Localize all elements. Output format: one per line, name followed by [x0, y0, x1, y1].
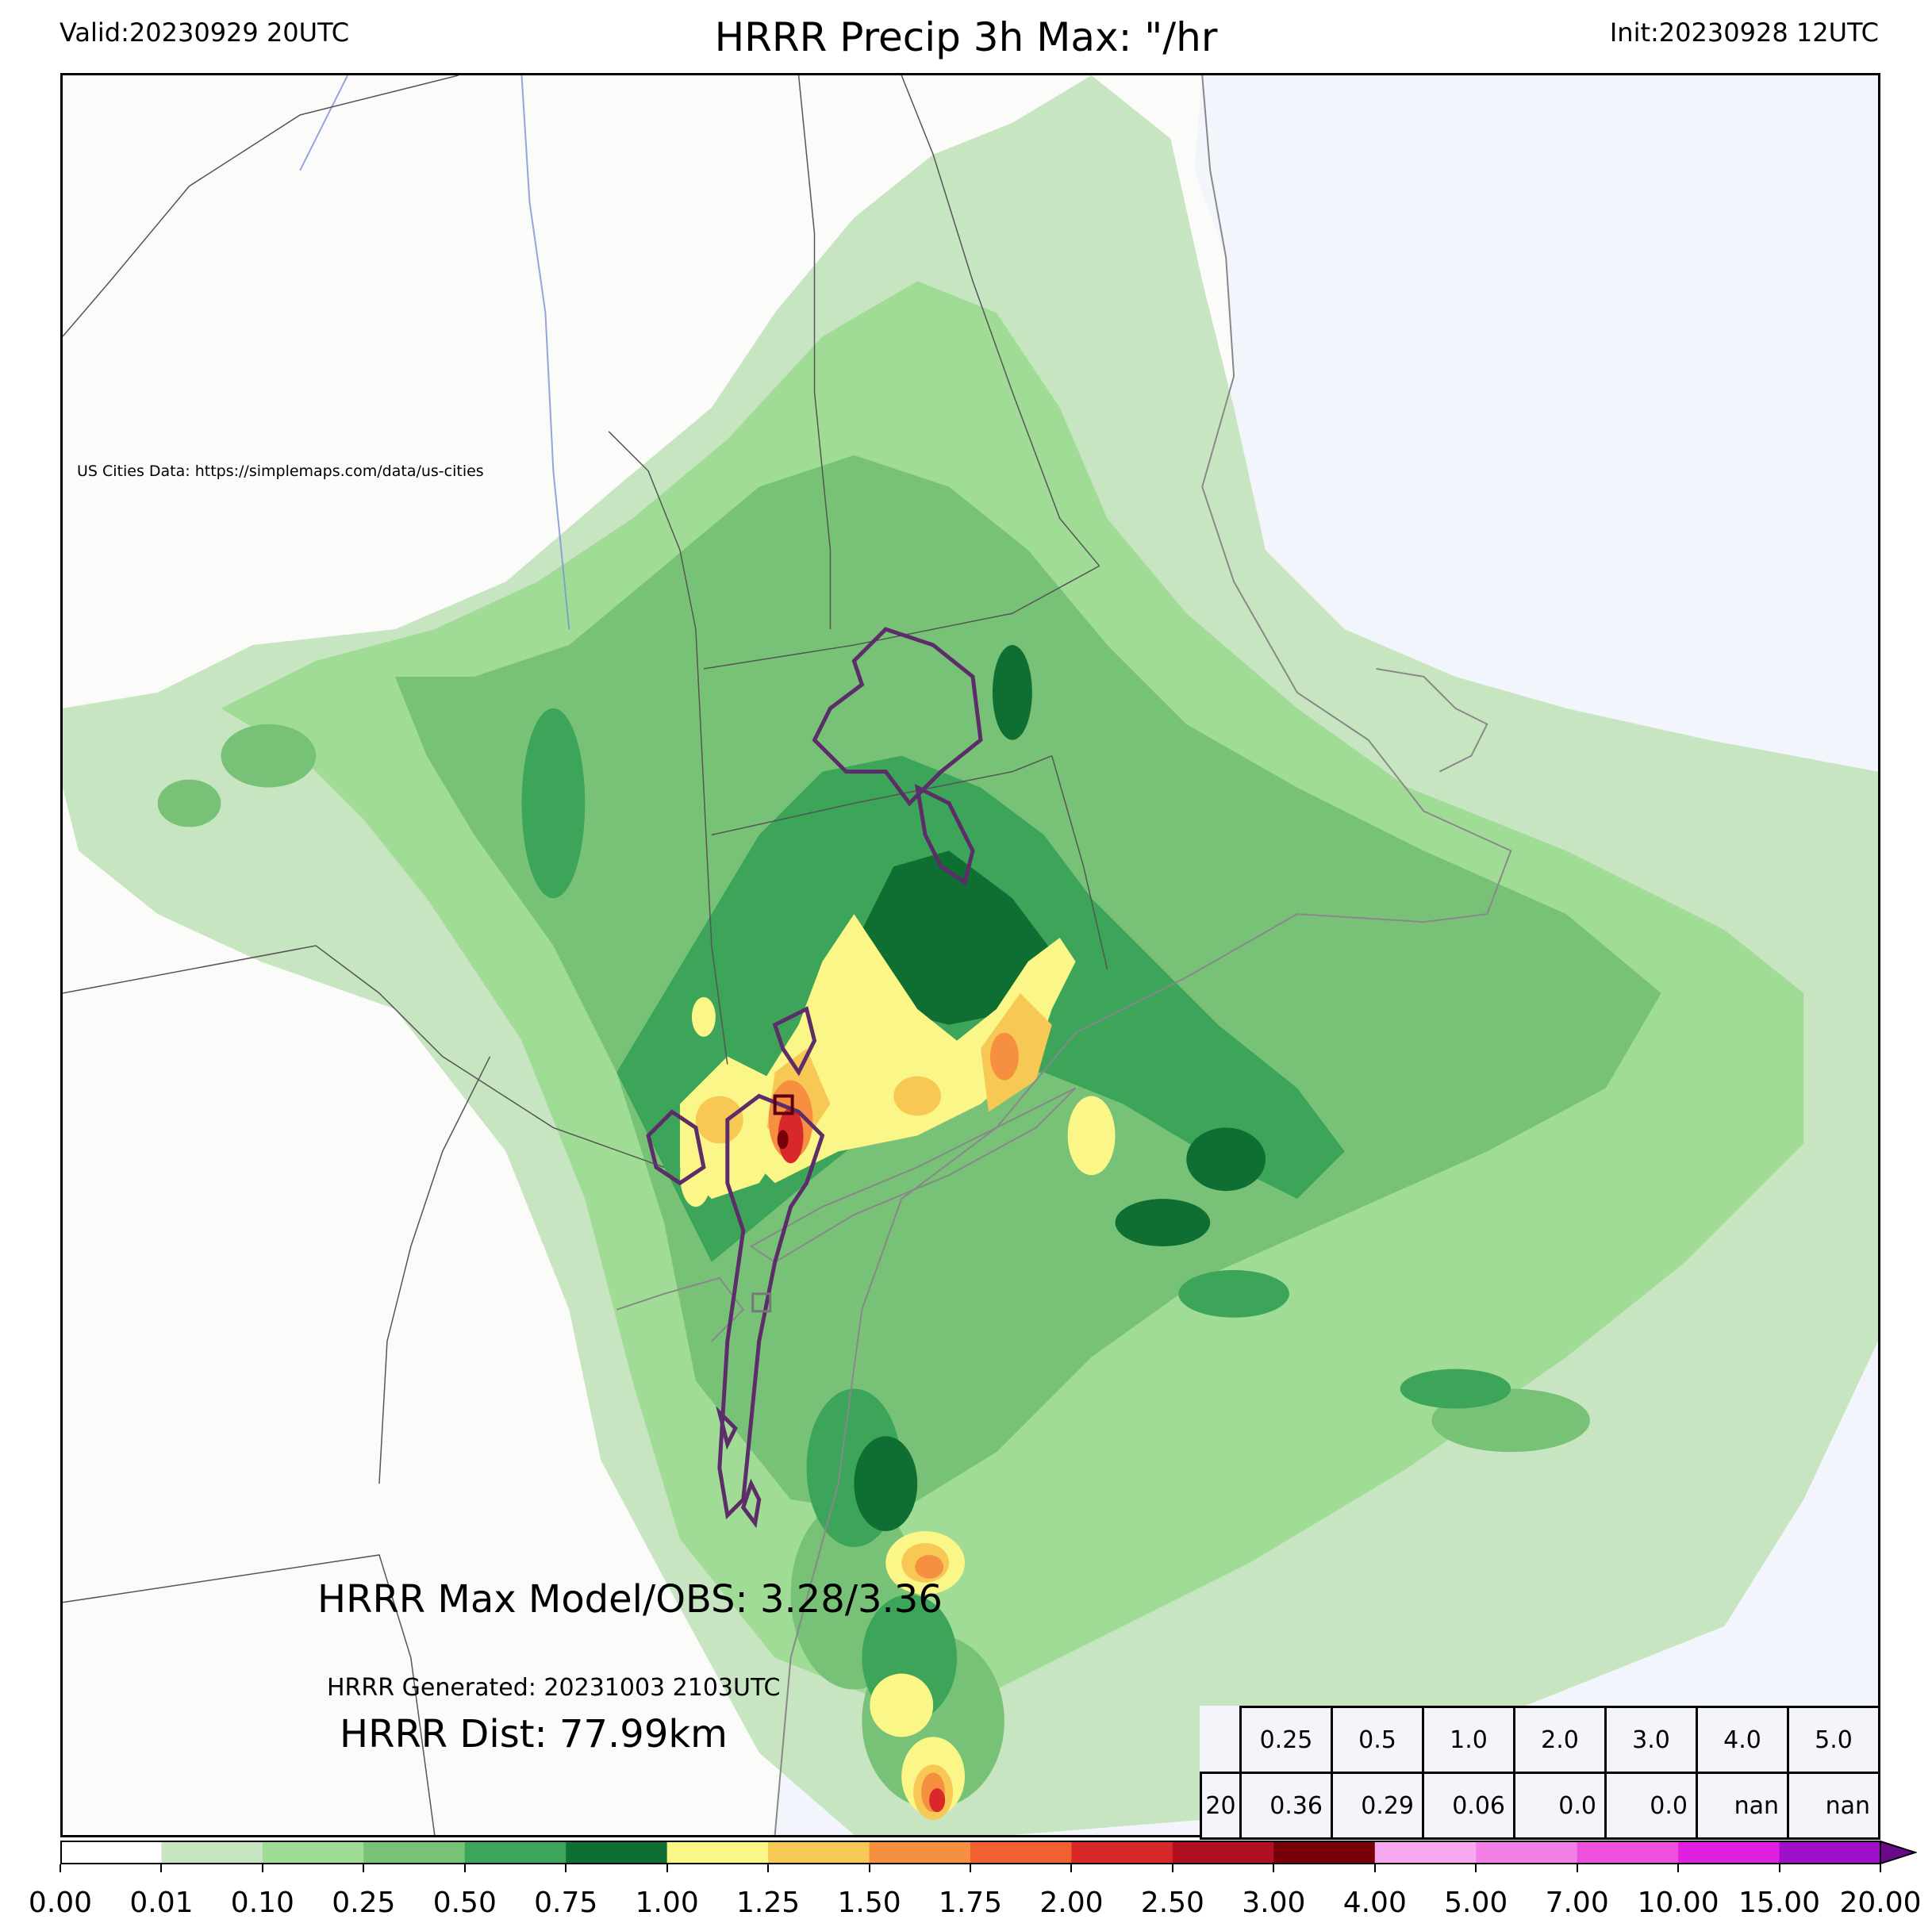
colorbar-tick-mark	[767, 1864, 770, 1872]
max-model-obs-label: HRRR Max Model/OBS: 3.28/3.36	[317, 1577, 943, 1622]
generated-time-label: HRRR Generated: 20231003 2103UTC	[327, 1674, 781, 1702]
colorbar-tick-mark	[60, 1864, 61, 1872]
threshold-value: 0.36	[1239, 1772, 1333, 1840]
threshold-header: 0.25	[1239, 1706, 1333, 1774]
map-canvas	[63, 75, 1878, 1835]
threshold-value: 0.0	[1513, 1772, 1607, 1840]
precip-field-200	[778, 1108, 946, 1813]
colorbar-tick-mark	[463, 1864, 466, 1872]
model-max-marker	[751, 1292, 772, 1313]
threshold-value: nan	[1696, 1772, 1789, 1840]
colorbar-segment	[1476, 1841, 1578, 1864]
colorbar-tick-label: 1.75	[938, 1887, 1003, 1919]
threshold-header: 3.0	[1604, 1706, 1698, 1774]
threshold-row-label: 20	[1200, 1772, 1242, 1840]
colorbar-outline	[60, 1841, 1881, 1864]
coastline	[616, 75, 1512, 1835]
colorbar-tick-label: 0.10	[230, 1887, 294, 1919]
colorbar-tick-label: 3.00	[1242, 1887, 1306, 1919]
colorbar-segment	[1678, 1841, 1780, 1864]
data-credit-label: US Cities Data: https://simplemaps.com/d…	[77, 463, 484, 480]
colorbar-segment	[363, 1841, 466, 1864]
colorbar-tick-label: 0.01	[129, 1887, 194, 1919]
init-time-label: Init:20230928 12UTC	[1609, 17, 1879, 48]
colorbar-tick-label: 10.00	[1637, 1887, 1719, 1919]
colorbar-segment	[768, 1841, 870, 1864]
colorbar-segment	[970, 1841, 1072, 1864]
colorbar-tick-mark	[1475, 1864, 1477, 1872]
threshold-value: 0.06	[1422, 1772, 1515, 1840]
colorbar-tick-mark	[160, 1864, 163, 1872]
precipitation-map[interactable]: US Cities Data: https://simplemaps.com/d…	[60, 73, 1880, 1837]
colorbar-segment	[666, 1841, 769, 1864]
colorbar-tick-label: 4.00	[1342, 1887, 1407, 1919]
colorbar-tick-label: 1.25	[736, 1887, 801, 1919]
colorbar-extend-arrow	[1880, 1841, 1917, 1864]
threshold-header: 2.0	[1513, 1706, 1607, 1774]
colorbar-tick-mark	[261, 1864, 263, 1872]
colorbar-segment	[1071, 1841, 1173, 1864]
colorbar-tick-mark	[1273, 1864, 1275, 1872]
colorbar-segment	[1779, 1841, 1881, 1864]
threshold-table: 0.25 0.5 1.0 2.0 3.0 4.0 5.0 20 0.36 0.2…	[1200, 1706, 1880, 1840]
colorbar-segment	[464, 1841, 567, 1864]
colorbar-tick-label: 0.50	[432, 1887, 497, 1919]
threshold-header-row: 0.25 0.5 1.0 2.0 3.0 4.0 5.0	[1201, 1706, 1880, 1774]
threshold-corner-cell	[1201, 1707, 1241, 1773]
colorbar-tick-label: 0.25	[332, 1887, 396, 1919]
colorbar-tick-mark	[1576, 1864, 1578, 1872]
colorbar-tick-mark	[1373, 1864, 1376, 1872]
obs-station-marker	[773, 1094, 794, 1115]
colorbar-tick-mark	[666, 1864, 668, 1872]
colorbar-tick-mark	[868, 1864, 870, 1872]
precip-field-300	[777, 1130, 789, 1150]
colorbar-tick-label: 2.00	[1039, 1887, 1104, 1919]
threshold-header: 0.5	[1331, 1706, 1424, 1774]
threshold-header: 5.0	[1787, 1706, 1880, 1774]
colorbar-segment	[161, 1841, 263, 1864]
threshold-value: nan	[1787, 1772, 1880, 1840]
colorbar-segment	[262, 1841, 364, 1864]
state-boundaries	[63, 75, 1108, 1835]
colorbar-tick-mark	[565, 1864, 567, 1872]
colorbar-tick-mark	[1171, 1864, 1173, 1872]
colorbar	[60, 1841, 1917, 1864]
distance-label: HRRR Dist: 77.99km	[340, 1712, 728, 1756]
colorbar-tick-mark	[1778, 1864, 1780, 1872]
threshold-header: 1.0	[1422, 1706, 1515, 1774]
colorbar-tick-label: 1.50	[837, 1887, 901, 1919]
colorbar-segment	[566, 1841, 668, 1864]
colorbar-segment	[60, 1841, 162, 1864]
colorbar-tick-mark	[1677, 1864, 1680, 1872]
colorbar-tick-label: 0.75	[534, 1887, 598, 1919]
colorbar-segment	[1577, 1841, 1679, 1864]
colorbar-tick-mark	[1070, 1864, 1073, 1872]
colorbar-tick-mark	[363, 1864, 365, 1872]
colorbar-tick-label: 15.00	[1738, 1887, 1821, 1919]
colorbar-segment	[1172, 1841, 1274, 1864]
threshold-header: 4.0	[1696, 1706, 1789, 1774]
colorbar-segment	[1273, 1841, 1376, 1864]
colorbar-tick-label: 5.00	[1444, 1887, 1508, 1919]
colorbar-tick-label: 2.50	[1140, 1887, 1204, 1919]
precip-field-075	[854, 645, 1266, 1532]
colorbar-tick-label: 1.00	[635, 1887, 699, 1919]
colorbar-tick-mark	[970, 1864, 971, 1872]
obs-contour	[646, 627, 983, 1529]
valid-time-label: Valid:20230929 20UTC	[60, 17, 350, 48]
colorbar-tick-label: 7.00	[1545, 1887, 1609, 1919]
colorbar-tick-label: 20.00	[1839, 1887, 1922, 1919]
colorbar-tick-label: 0.00	[28, 1887, 93, 1919]
colorbar-segment	[869, 1841, 971, 1864]
colorbar-segment	[1374, 1841, 1477, 1864]
colorbar-tick-mark	[1880, 1864, 1881, 1872]
threshold-value-row: 20 0.36 0.29 0.06 0.0 0.0 nan nan	[1200, 1772, 1880, 1840]
threshold-value: 0.0	[1604, 1772, 1698, 1840]
chart-title: HRRR Precip 3h Max: "/hr	[714, 14, 1218, 60]
threshold-value: 0.29	[1331, 1772, 1424, 1840]
river	[299, 75, 570, 630]
